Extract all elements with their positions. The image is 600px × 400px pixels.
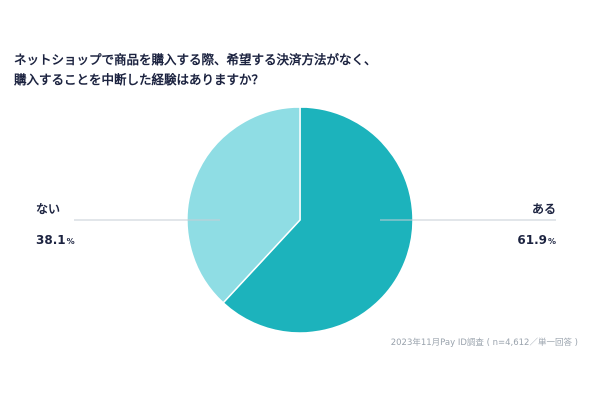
pie-slice-nai [186, 106, 301, 304]
slice-label-aru: ある [532, 202, 556, 216]
chart-title: ネットショップで商品を購入する際、希望する決済方法がなく、 購入することを中断し… [14, 50, 574, 90]
slice-value-nai-unit: % [67, 237, 75, 246]
slice-label-nai: ない [36, 202, 60, 216]
slice-value-aru-number: 61.9 [517, 233, 547, 247]
source-note: 2023年11月Pay ID調査 ( n=4,612／単一回答 ) [390, 338, 578, 348]
slice-value-nai: 38.1% [36, 233, 75, 247]
title-line-1: ネットショップで商品を購入する際、希望する決済方法がなく、 [14, 52, 377, 67]
pie-slice-aru [222, 106, 414, 334]
slice-value-nai-number: 38.1 [36, 233, 66, 247]
pie-slices [186, 106, 414, 334]
title-line-2: 購入することを中断した経験はありますか？ [14, 72, 265, 87]
slice-value-aru: 61.9% [517, 233, 556, 247]
slice-value-aru-unit: % [548, 237, 556, 246]
